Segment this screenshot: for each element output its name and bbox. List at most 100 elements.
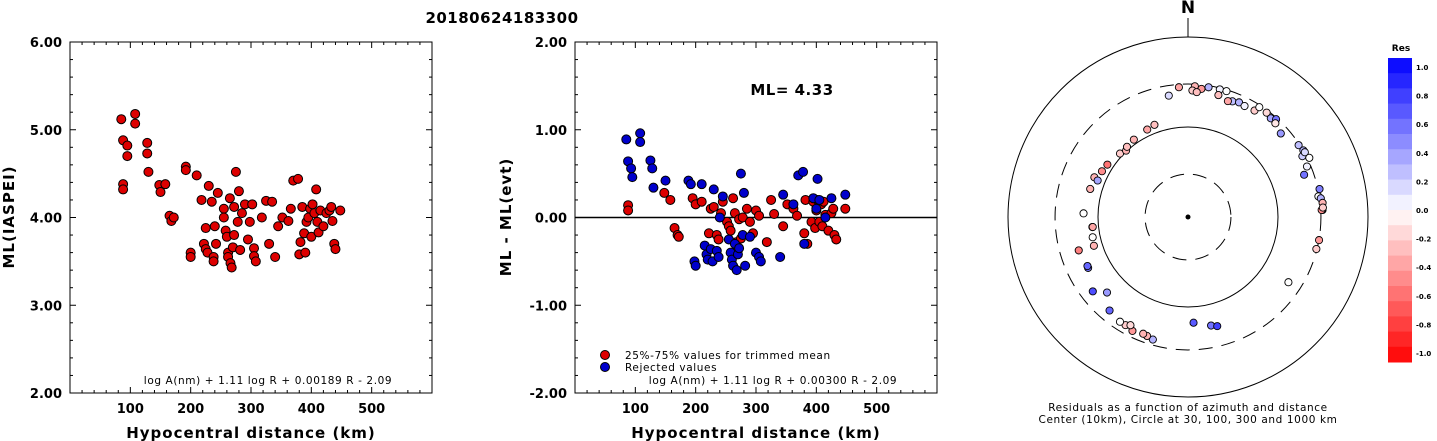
data-point (233, 186, 244, 197)
distance-ring (1097, 126, 1279, 308)
data-point (264, 238, 275, 249)
station-residual-point (1315, 184, 1324, 194)
data-point (116, 114, 127, 125)
data-point (685, 179, 696, 190)
data-point (230, 166, 241, 177)
data-point (713, 234, 724, 245)
data-point (799, 228, 810, 239)
data-point (218, 212, 229, 223)
station-residual-point (1192, 88, 1201, 97)
station-residual-point (1083, 261, 1092, 271)
data-point (185, 251, 196, 262)
magnitude-vs-distance-chart: 2.00 3.00 4.00 5.00 6.00 100 200 300 400 500 log… (0, 36, 433, 441)
data-point (242, 234, 253, 245)
data-point (635, 128, 646, 139)
y-axis-title: ML(IASPEI) (0, 165, 18, 268)
data-point (725, 225, 736, 236)
x-tick-label: 300 (237, 402, 264, 417)
data-point (267, 196, 278, 207)
data-point (623, 205, 634, 216)
station-residual-point (1318, 203, 1327, 212)
data-point (118, 184, 129, 195)
station-residual-point (1223, 97, 1232, 106)
data-point (191, 170, 202, 181)
data-point (728, 193, 739, 204)
legend: 25%-75% values for trimmed mean Rejected… (600, 350, 831, 374)
data-point (209, 221, 220, 232)
colorbar-cell (1388, 103, 1412, 120)
colorbar-cell (1388, 301, 1412, 317)
colorbar-tick-label: 0.0 (1416, 207, 1429, 215)
data-point (648, 182, 659, 193)
x-axis-title: Hypocentral distance (km) (126, 424, 376, 441)
data-point (247, 199, 258, 210)
data-point (218, 203, 229, 214)
y-axis-ticks: -2.00 -1.00 0.00 1.00 2.00 (530, 36, 937, 402)
data-point (235, 244, 246, 255)
colorbar-cell (1388, 88, 1412, 105)
data-point (229, 201, 240, 212)
data-point (659, 187, 670, 198)
data-point (283, 216, 294, 227)
station-residual-point (1074, 246, 1083, 255)
y-tick-label: 4.00 (30, 212, 62, 227)
station-residual-point (1088, 287, 1097, 296)
data-point (778, 221, 789, 232)
x-tick-label: 200 (177, 402, 204, 417)
data-point (306, 231, 317, 242)
station-points (1074, 82, 1327, 344)
station-residual-point (1122, 142, 1132, 151)
data-point (318, 221, 329, 232)
colorbar-cell (1388, 270, 1412, 287)
colorbar-cell (1388, 164, 1412, 181)
y-tick-label: 0.00 (535, 212, 567, 227)
y-tick-label: 2.00 (30, 387, 62, 402)
data-point (766, 194, 777, 205)
station-residual-point (1115, 317, 1125, 326)
data-point (295, 237, 306, 248)
data-point (737, 212, 748, 223)
y-tick-label: 3.00 (30, 299, 62, 314)
colorbar-tick-label: 1.0 (1416, 64, 1429, 72)
data-point (293, 173, 304, 184)
data-point (160, 179, 171, 190)
colorbar-cell (1388, 240, 1412, 257)
data-point (256, 212, 267, 223)
data-point (798, 166, 809, 177)
data-point (778, 189, 789, 200)
data-point (673, 231, 684, 242)
data-point (273, 221, 284, 232)
y-tick-label: 2.00 (535, 36, 567, 51)
data-point (311, 184, 322, 195)
colorbar-title: Res (1392, 44, 1410, 54)
station-residual-point (1214, 91, 1223, 100)
data-point (744, 216, 755, 227)
data-point (788, 199, 799, 210)
data-point (326, 201, 337, 212)
station-residual-point (1312, 244, 1321, 254)
colorbar-cell (1388, 286, 1412, 302)
data-point (621, 134, 632, 145)
data-point (122, 140, 133, 151)
colorbar-tick-label: 0.8 (1416, 93, 1429, 101)
data-point (330, 244, 341, 255)
legend-label-trimmed: 25%-75% values for trimmed mean (625, 350, 831, 362)
station-residual-point (1088, 222, 1097, 232)
station-residual-point (1302, 162, 1312, 171)
x-tick-label: 300 (742, 402, 769, 417)
station-residual-point (1234, 98, 1244, 107)
data-point (155, 187, 166, 198)
data-point (840, 203, 851, 214)
station-residual-point (1079, 209, 1088, 218)
station-residual-point (1126, 321, 1135, 330)
data-point (142, 148, 153, 159)
data-point (203, 180, 214, 191)
station-residual-point (1143, 125, 1152, 134)
y-tick-label: 5.00 (30, 124, 62, 139)
data-point (236, 208, 247, 219)
station-residual-point (1139, 329, 1148, 338)
data-point (744, 231, 755, 242)
colorbar-cell (1388, 255, 1412, 272)
data-point (327, 216, 338, 227)
